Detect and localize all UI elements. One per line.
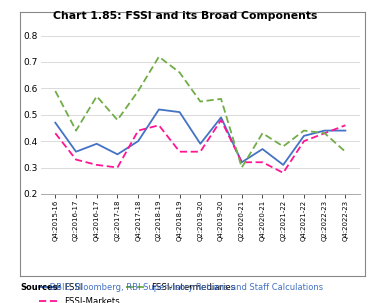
FSSI <box>177 110 182 114</box>
FSSI <box>53 121 58 125</box>
Text: DBIE, Bloomberg, RBI Supervisory Returns and Staff Calculations: DBIE, Bloomberg, RBI Supervisory Returns… <box>47 283 323 292</box>
FSSI-Intermediaries <box>177 71 182 74</box>
FSSI-Markets <box>260 160 265 164</box>
FSSI-Intermediaries <box>322 132 327 135</box>
Line: FSSI: FSSI <box>55 109 345 165</box>
FSSI-Markets <box>302 139 306 143</box>
FSSI <box>136 139 140 143</box>
FSSI <box>157 108 161 111</box>
FSSI-Markets <box>322 132 327 135</box>
FSSI <box>240 160 244 164</box>
FSSI-Markets <box>157 124 161 127</box>
FSSI-Markets <box>219 118 223 122</box>
FSSI-Markets <box>74 158 78 161</box>
FSSI <box>74 150 78 154</box>
FSSI <box>115 152 120 156</box>
FSSI-Markets <box>281 171 285 175</box>
Text: Sources:: Sources: <box>20 283 62 292</box>
FSSI-Markets <box>136 129 140 132</box>
FSSI-Intermediaries <box>198 100 203 103</box>
FSSI-Intermediaries <box>136 89 140 93</box>
Legend: FSSI, FSSI-Markets, FSSI-Intermediaries: FSSI, FSSI-Markets, FSSI-Intermediaries <box>39 283 236 303</box>
FSSI-Markets <box>240 160 244 164</box>
FSSI <box>260 147 265 151</box>
FSSI-Markets <box>53 132 58 135</box>
FSSI-Markets <box>177 150 182 154</box>
FSSI-Markets <box>95 163 99 167</box>
FSSI <box>198 142 203 146</box>
FSSI-Intermediaries <box>95 95 99 98</box>
FSSI-Intermediaries <box>281 145 285 148</box>
FSSI-Intermediaries <box>157 55 161 58</box>
Line: FSSI-Markets: FSSI-Markets <box>55 120 345 173</box>
FSSI <box>219 115 223 119</box>
FSSI-Markets <box>343 124 348 127</box>
FSSI-Intermediaries <box>53 89 58 93</box>
FSSI-Intermediaries <box>74 129 78 132</box>
FSSI-Intermediaries <box>219 97 223 101</box>
FSSI <box>343 129 348 132</box>
FSSI-Intermediaries <box>343 150 348 154</box>
FSSI <box>281 163 285 167</box>
FSSI-Markets <box>115 166 120 169</box>
FSSI-Markets <box>198 150 203 154</box>
FSSI <box>322 129 327 132</box>
Line: FSSI-Intermediaries: FSSI-Intermediaries <box>55 57 345 168</box>
FSSI <box>302 134 306 138</box>
FSSI-Intermediaries <box>260 132 265 135</box>
FSSI <box>95 142 99 146</box>
Text: Chart 1.85: FSSI and its Broad Components: Chart 1.85: FSSI and its Broad Component… <box>53 11 318 21</box>
FSSI-Intermediaries <box>302 129 306 132</box>
FSSI-Intermediaries <box>240 166 244 169</box>
FSSI-Intermediaries <box>115 118 120 122</box>
